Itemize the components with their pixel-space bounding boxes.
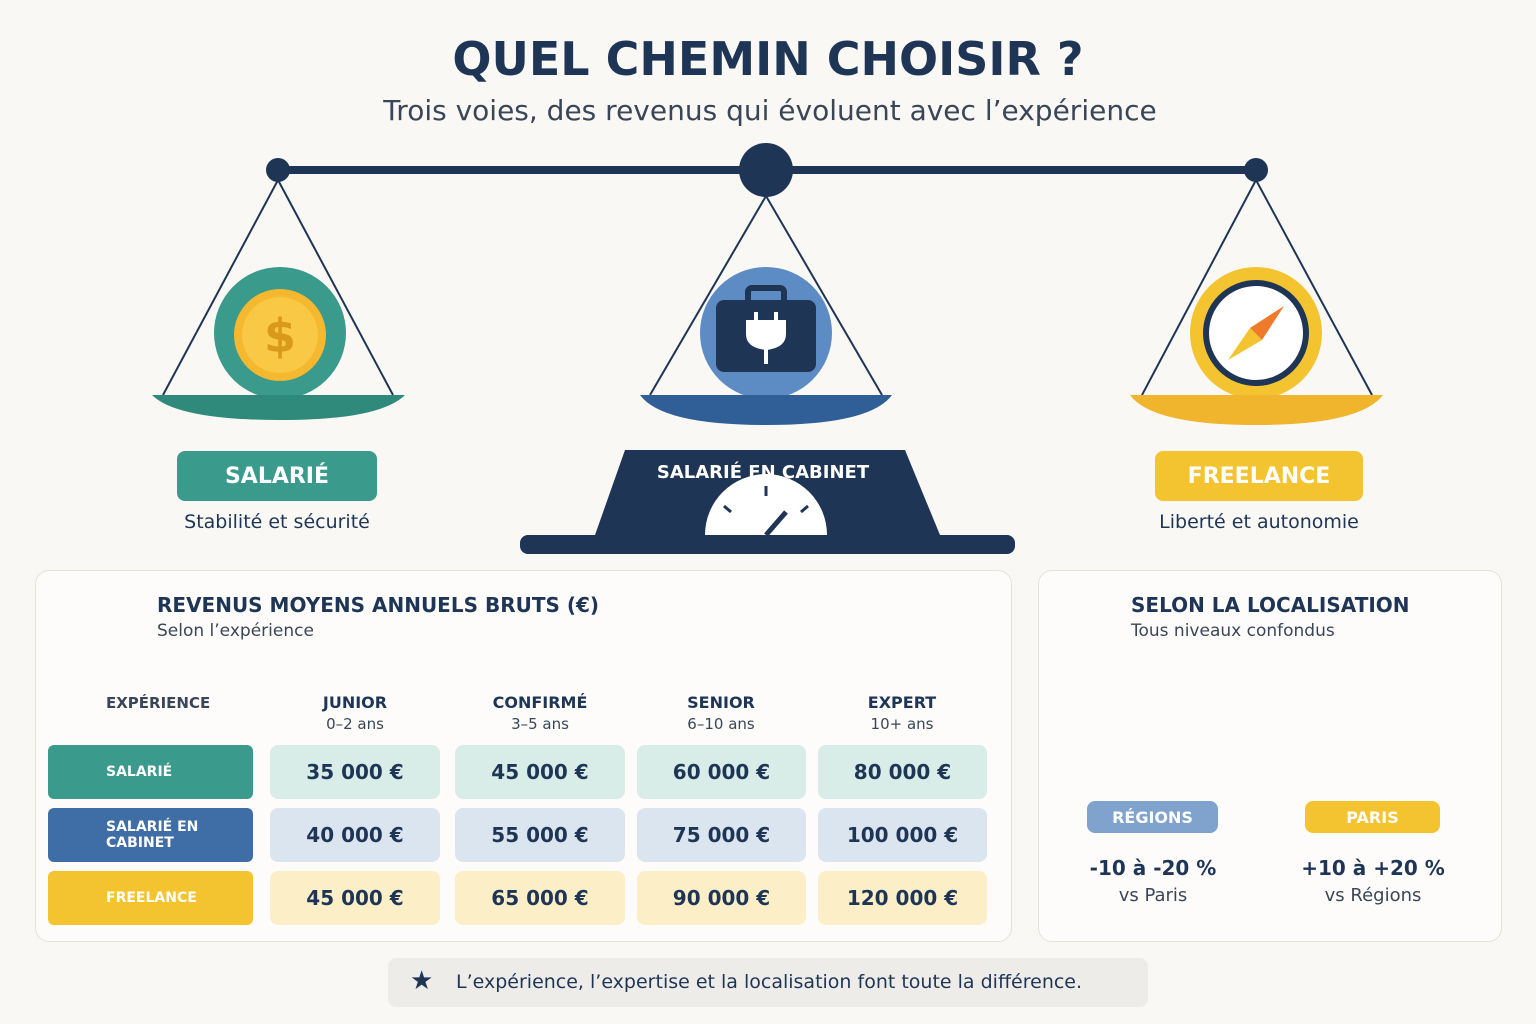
value-cell: 120 000 € bbox=[818, 871, 987, 925]
column-name: CONFIRMÉ bbox=[492, 693, 588, 712]
column-range: 0–2 ans bbox=[326, 715, 384, 733]
subtitle: Trois voies, des revenus qui évoluent av… bbox=[383, 94, 1157, 127]
location-change: +10 à +20 % bbox=[1301, 856, 1445, 880]
table-title: REVENUS MOYENS ANNUELS BRUTS (€) bbox=[157, 593, 600, 617]
column-range: 10+ ans bbox=[870, 715, 934, 733]
footer-box bbox=[388, 958, 1148, 1007]
footer-text: L’expérience, l’expertise et la localisa… bbox=[456, 971, 1083, 993]
row-label: SALARIÉ bbox=[48, 745, 253, 799]
path-tagline: Liberté et autonomie bbox=[1159, 511, 1359, 533]
location-change: -10 à -20 % bbox=[1089, 856, 1217, 880]
column-range: 3–5 ans bbox=[511, 715, 569, 733]
table-subtitle: Selon l’expérience bbox=[157, 621, 314, 641]
value-cell: 60 000 € bbox=[637, 745, 806, 799]
value-cell: 55 000 € bbox=[455, 808, 625, 862]
location-panel bbox=[1038, 570, 1502, 942]
value-cell: 90 000 € bbox=[637, 871, 806, 925]
location-title: SELON LA LOCALISATION bbox=[1131, 593, 1410, 617]
column-range: 6–10 ans bbox=[687, 715, 755, 733]
path-label: SALARIÉ EN CABINET bbox=[656, 462, 870, 483]
location-subtitle: Tous niveaux confondus bbox=[1131, 621, 1335, 641]
location-label: PARIS bbox=[1305, 801, 1440, 833]
row-label: SALARIÉ EN CABINET bbox=[48, 808, 253, 862]
location-reference: vs Paris bbox=[1118, 885, 1188, 906]
value-cell: 35 000 € bbox=[270, 745, 440, 799]
location-reference: vs Régions bbox=[1324, 885, 1422, 906]
value-cell: 45 000 € bbox=[270, 871, 440, 925]
star-icon: ★ bbox=[410, 966, 434, 996]
value-cell: 40 000 € bbox=[270, 808, 440, 862]
row-label: FREELANCE bbox=[48, 871, 253, 925]
value-cell: 80 000 € bbox=[818, 745, 987, 799]
value-cell: 65 000 € bbox=[455, 871, 625, 925]
header-label: EXPÉRIENCE bbox=[106, 694, 211, 712]
column-name: SENIOR bbox=[687, 693, 755, 712]
value-cell: 100 000 € bbox=[818, 808, 987, 862]
path-label: FREELANCE bbox=[1155, 451, 1363, 501]
column-name: JUNIOR bbox=[322, 693, 388, 712]
title: QUEL CHEMIN CHOISIR ? bbox=[452, 32, 1084, 86]
column-name: EXPERT bbox=[867, 693, 937, 712]
location-label: RÉGIONS bbox=[1087, 801, 1218, 833]
svg-text:$: $ bbox=[264, 309, 296, 363]
path-tagline: Stabilité et sécurité bbox=[184, 511, 370, 533]
value-cell: 45 000 € bbox=[455, 745, 625, 799]
value-cell: 75 000 € bbox=[637, 808, 806, 862]
path-label: SALARIÉ bbox=[177, 451, 377, 501]
